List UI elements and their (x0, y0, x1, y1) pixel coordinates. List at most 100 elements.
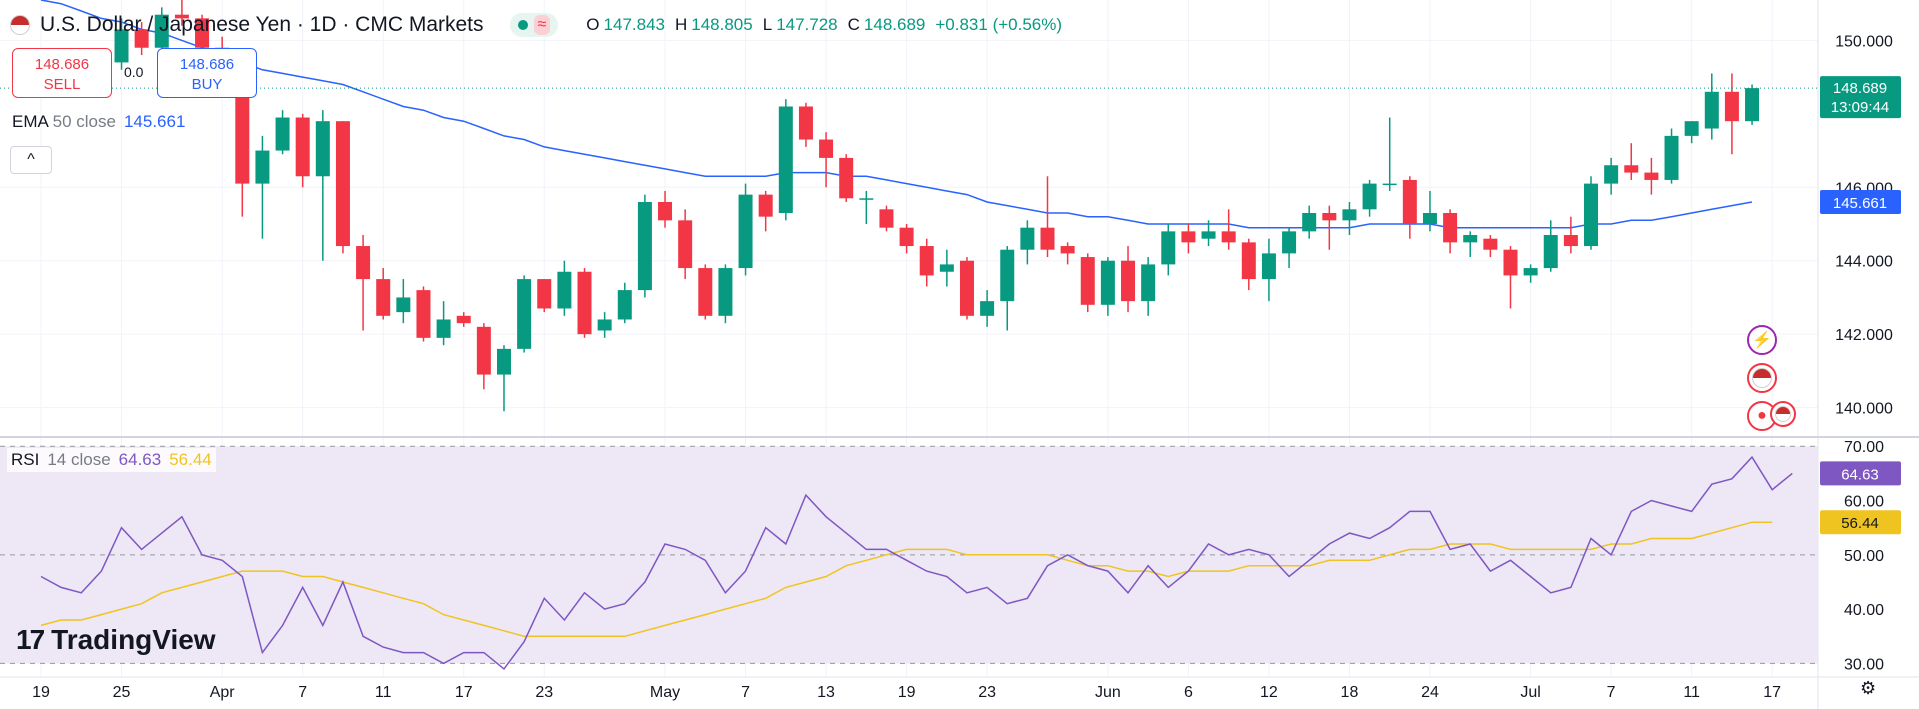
rsi-badge (1820, 461, 1901, 486)
ema-legend[interactable]: EMA 50 close 145.661 (12, 112, 185, 132)
candle-body (718, 268, 733, 316)
rsi-ma-value: 56.44 (169, 450, 212, 469)
settings-icon[interactable]: ⚙ (1860, 678, 1877, 698)
market-status-toggle[interactable]: ≈ (509, 13, 559, 37)
rsi-name: RSI (11, 450, 40, 469)
time-tick-label: 19 (32, 684, 50, 701)
ema-badge (1820, 189, 1901, 214)
rsi-params: 14 close (47, 450, 111, 469)
candle-body (114, 29, 129, 63)
sell-button[interactable]: 148.686 SELL (12, 48, 112, 98)
tradingview-mark-icon: 17 (16, 624, 45, 655)
bolt-icon[interactable]: ⚡ (1747, 325, 1777, 355)
rsi-legend[interactable]: RSI 14 close 64.63 56.44 (7, 448, 216, 472)
rsi-badge-label: 64.63 (1841, 466, 1879, 483)
buy-button[interactable]: 148.686 BUY (157, 48, 257, 98)
candle-body (839, 157, 854, 199)
candle-body (1422, 212, 1437, 225)
rsi-tick-label: 70.00 (1844, 439, 1884, 456)
us-flag-icon[interactable] (1770, 401, 1796, 427)
candle-body (637, 201, 652, 291)
candle-body (919, 246, 934, 276)
candle-body (658, 201, 673, 221)
candle-body (1704, 91, 1719, 129)
ema-params: 50 close (52, 112, 116, 131)
candle-body (1664, 135, 1679, 180)
candle-body (1644, 172, 1659, 180)
candle-body (1563, 235, 1578, 247)
candle-body (517, 279, 532, 349)
candle-body (1020, 227, 1035, 250)
candle-body (376, 279, 391, 316)
rsi-axis[interactable]: 30.00 40.00 50.00 60.00 70.00 64.63 56.44 (1820, 439, 1901, 673)
us-flag-icon[interactable] (1747, 363, 1777, 393)
candle-body (436, 319, 451, 338)
rsi-pane (0, 445, 1818, 664)
ema-line (40, 0, 1753, 229)
ohlc-close-key: C (847, 15, 860, 34)
ohlc-low-key: L (762, 15, 773, 34)
candle-body (1402, 179, 1417, 225)
time-tick-label: Jul (1520, 684, 1540, 701)
price-tick-label: 142.000 (1835, 327, 1893, 344)
candle-body (537, 279, 552, 309)
collapse-legend-button[interactable]: ^ (10, 146, 52, 174)
candle-body (255, 150, 270, 184)
time-tick-label: 11 (1683, 684, 1700, 701)
ema-badge-label: 145.661 (1833, 195, 1887, 212)
candle-body (1684, 121, 1699, 136)
candle-body (1724, 91, 1739, 122)
candle-body (1080, 257, 1095, 305)
candle-body (1282, 231, 1297, 254)
candle-body (939, 264, 954, 272)
us-flag-glyph-icon (1775, 406, 1791, 422)
tradingview-logo[interactable]: 17 TradingView (16, 624, 216, 656)
ema-name: EMA (12, 112, 48, 131)
candle-body (617, 290, 632, 320)
candle-body (396, 297, 411, 313)
price-axis[interactable]: 140.000142.000144.000146.000150.000148.6… (1820, 33, 1901, 418)
ema-value: 145.661 (123, 112, 186, 131)
rsi-value: 64.63 (118, 450, 162, 469)
time-tick-label: 25 (113, 684, 131, 701)
candle-body (195, 18, 210, 48)
candle-body (1624, 165, 1639, 173)
time-tick-label: 7 (298, 684, 307, 701)
rsi-line (40, 455, 1793, 670)
time-tick-label: 11 (375, 684, 392, 701)
time-axis[interactable]: 19 25 Apr 7 11 17 23 May 7 13 19 23 Jun 6 12 18 24 Jul 7 11… (0, 676, 1919, 701)
candle-body (315, 121, 330, 177)
candle-body (416, 290, 431, 338)
candle-body (778, 106, 793, 213)
candle-body (1483, 238, 1498, 250)
ohlc-values: O 147.843 H 148.805 L 147.728 C 148.689 +0.8… (586, 15, 1068, 35)
candle-body (1261, 253, 1276, 280)
price-tick-label: 144.000 (1835, 254, 1893, 271)
candle-body (1161, 231, 1176, 265)
candle-body (1121, 260, 1136, 302)
market-open-dot-icon (517, 20, 528, 30)
candle-body (798, 106, 813, 140)
candle-body (1040, 227, 1055, 250)
spread-value: 0.0 (124, 64, 144, 80)
rsi-tick-label: 60.00 (1844, 494, 1884, 511)
candle-body (1181, 231, 1196, 243)
ohlc-open-value: 147.843 (603, 15, 665, 34)
time-tick-label: 23 (978, 684, 996, 701)
candle-body (1523, 268, 1538, 276)
candle-body (1100, 260, 1115, 305)
rsi-tick-label: 50.00 (1844, 548, 1884, 565)
candle-body (859, 198, 874, 200)
candle-body (959, 260, 974, 316)
price-tick-label: 150.000 (1835, 33, 1893, 50)
last-price-badge (1820, 76, 1901, 119)
time-tick-label: 7 (1607, 684, 1616, 701)
ohlc-close-value: 148.689 (863, 15, 926, 34)
symbol-title[interactable]: U.S. Dollar / Japanese Yen · 1D · CMC Ma… (40, 13, 484, 36)
time-tick-label: 12 (1260, 684, 1278, 701)
ohlc-high-value: 148.805 (691, 15, 753, 34)
candle-body (1141, 264, 1156, 302)
candle-body (1342, 209, 1357, 221)
candle-body (758, 194, 773, 217)
